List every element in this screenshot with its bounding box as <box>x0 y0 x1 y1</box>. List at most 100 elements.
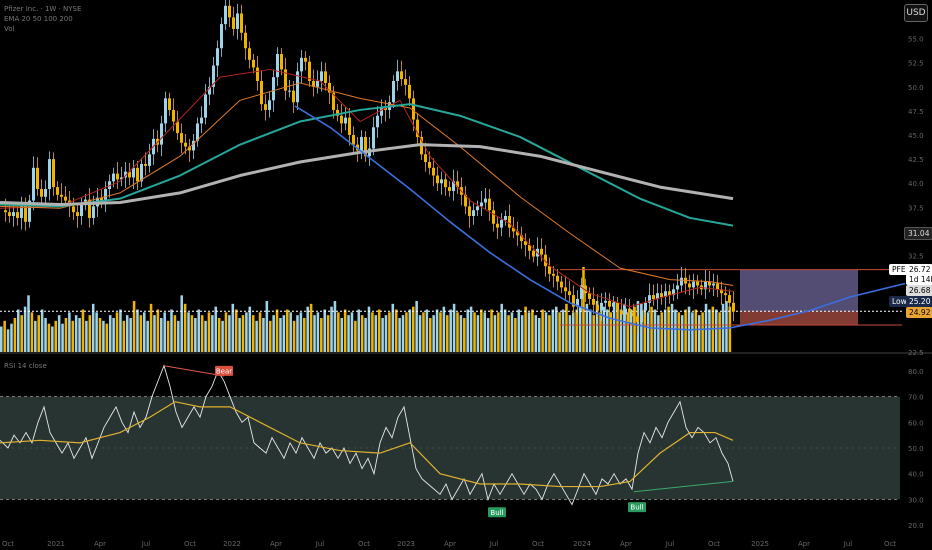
rsi-axis-tick: 70.0 <box>908 394 924 402</box>
candle-body <box>492 210 495 224</box>
candle-body <box>308 61 311 82</box>
candle-body <box>304 57 307 62</box>
volume-bar <box>541 309 544 352</box>
volume-bar <box>102 320 105 352</box>
candle-body <box>416 119 419 137</box>
candle-body <box>432 167 435 176</box>
volume-bar <box>463 318 466 352</box>
volume-bar <box>71 320 75 352</box>
volume-bar <box>23 306 27 352</box>
currency-button[interactable]: USD <box>904 4 928 22</box>
candle-body <box>192 140 195 151</box>
volume-bar <box>214 306 218 352</box>
volume-bar <box>456 312 459 352</box>
volume-bar <box>68 312 71 352</box>
candle-body <box>384 108 387 110</box>
volume-bar <box>217 318 221 352</box>
candle-body <box>312 81 315 87</box>
volume-bar <box>411 306 415 352</box>
candle-body <box>44 189 47 197</box>
candle-body <box>132 167 135 178</box>
volume-bar <box>510 312 514 352</box>
price-axis-tick: 50.0 <box>908 84 924 92</box>
time-axis-tick: Apr <box>798 540 810 548</box>
time-axis-tick: Jul <box>315 540 325 548</box>
candle-body <box>656 293 659 299</box>
candle-body <box>600 302 603 311</box>
volume-bar <box>74 315 78 352</box>
candle-body <box>76 212 79 217</box>
volume-bar <box>265 301 269 352</box>
candle-body <box>236 13 239 29</box>
volume-bar <box>537 318 541 352</box>
time-axis-tick: Apr <box>94 540 106 548</box>
bull-label-1-bg <box>488 507 506 518</box>
time-axis-tick: 2022 <box>223 540 241 548</box>
bull-label-2-bg <box>628 502 646 513</box>
candle-body <box>164 98 167 124</box>
volume-bar <box>95 312 98 352</box>
volume-bar <box>398 318 401 352</box>
candle-body <box>632 312 635 317</box>
volume-bar <box>357 309 361 352</box>
volume-bar <box>714 309 718 352</box>
candle-body <box>608 300 611 307</box>
bear-label: Bear <box>216 367 232 375</box>
volume-bar <box>432 315 435 352</box>
candle-body <box>688 283 691 288</box>
volume-bar <box>653 309 657 352</box>
candle-body <box>16 212 19 218</box>
volume-bar <box>446 315 449 352</box>
volume-bar <box>684 309 687 352</box>
volume-bar <box>612 301 616 352</box>
candle-body <box>648 295 651 303</box>
time-axis-tick: Oct <box>884 540 896 548</box>
volume-bar <box>112 318 115 352</box>
candle-body <box>80 204 83 217</box>
volume-bar <box>285 309 289 352</box>
volume-bar <box>122 320 126 352</box>
target-zone <box>740 269 858 312</box>
candle-body <box>224 5 227 25</box>
volume-bar <box>81 309 85 352</box>
volume-bar <box>691 312 694 352</box>
volume-bar <box>275 309 279 352</box>
volume-bar <box>493 315 497 352</box>
volume-bar <box>582 267 585 352</box>
volume-bar <box>40 309 44 352</box>
price-axis-tick: 42.5 <box>908 156 924 164</box>
candle-body <box>24 204 27 222</box>
candle-body <box>532 250 535 257</box>
volume-bar <box>646 312 650 352</box>
volume-bar <box>292 320 296 352</box>
candle-body <box>288 90 291 92</box>
candle-body <box>712 283 715 286</box>
time-axis-tick: Oct <box>708 540 720 548</box>
volume-bar <box>221 320 224 352</box>
volume-bar <box>163 312 166 352</box>
bear-label-bg <box>215 365 233 376</box>
volume-bar <box>585 303 589 352</box>
volume-bar <box>626 312 630 352</box>
candle-body <box>4 210 7 213</box>
time-axis-tick: 2023 <box>397 540 415 548</box>
volume-bar <box>490 309 493 352</box>
volume-bar <box>527 312 531 352</box>
candle-body <box>184 142 187 147</box>
series-ema-200 <box>0 143 734 206</box>
price-axis-tick: 32.5 <box>908 253 924 261</box>
candle-body <box>568 291 571 296</box>
candle-body <box>644 302 647 311</box>
candle-body <box>480 202 483 207</box>
candle-body <box>212 65 215 87</box>
bear-divergence-line <box>163 365 225 377</box>
candle-body <box>64 196 67 201</box>
volume-bar <box>64 318 68 352</box>
candle-body <box>204 94 207 118</box>
volume-bar <box>139 315 143 352</box>
candle-body <box>456 181 459 188</box>
candle-body <box>136 167 139 182</box>
volume-bar <box>728 306 732 352</box>
low-label-tag: Low <box>889 296 910 307</box>
volume-bar <box>466 309 469 352</box>
